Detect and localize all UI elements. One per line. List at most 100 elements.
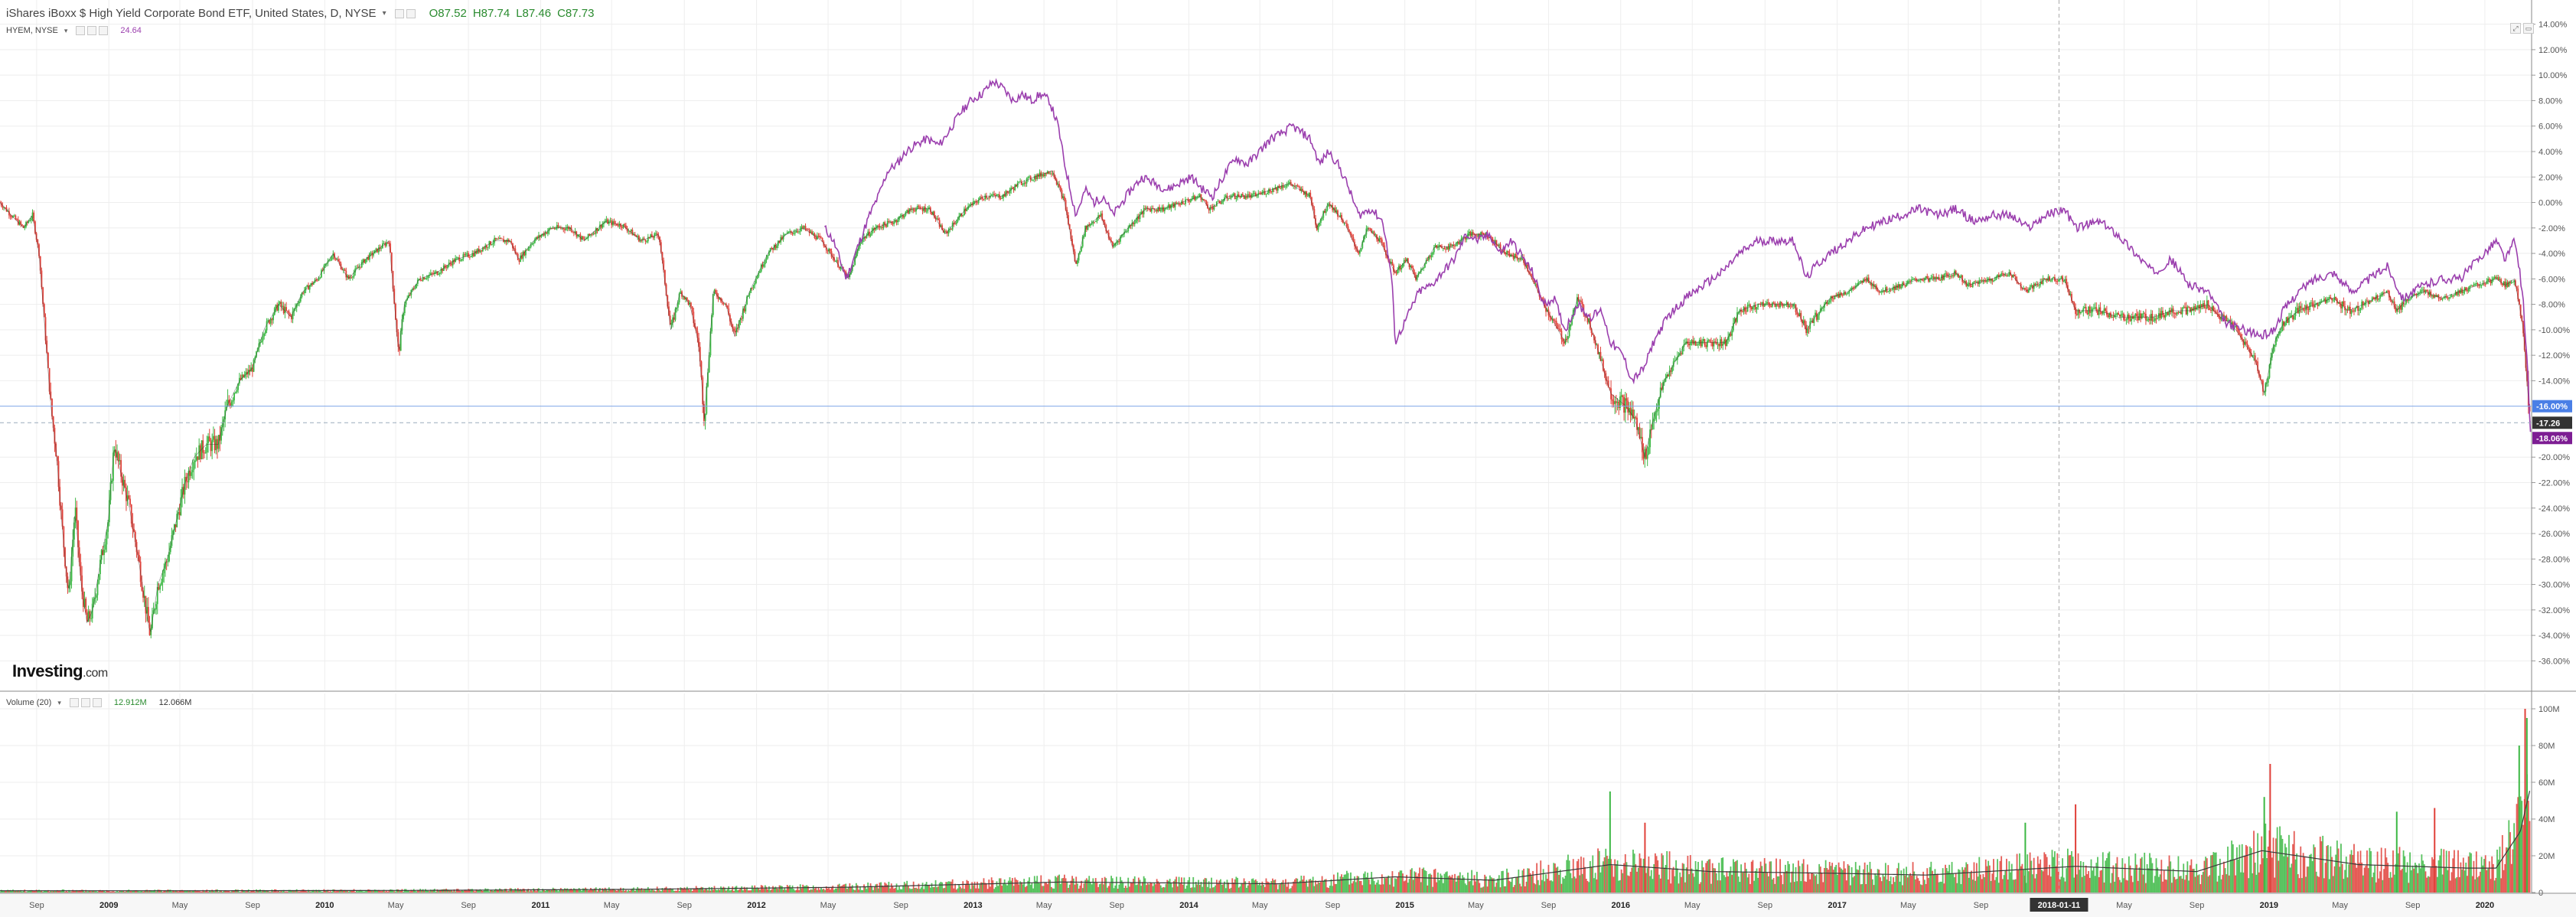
candle-body xyxy=(465,253,467,256)
volume-bar xyxy=(1652,879,1654,893)
volume-bar xyxy=(2141,857,2143,893)
volume-bar xyxy=(823,889,825,893)
candle-body xyxy=(915,208,917,212)
candle-body xyxy=(1516,256,1518,260)
candle-body xyxy=(405,300,407,305)
volume-bar xyxy=(1387,875,1390,893)
volume-bar xyxy=(1291,886,1293,893)
volume-bar xyxy=(91,890,93,893)
volume-bar xyxy=(1954,877,1955,893)
candle-body xyxy=(245,371,247,375)
candle-body xyxy=(1494,240,1496,244)
volume-bar xyxy=(1515,876,1517,893)
volume-bar xyxy=(1701,860,1703,893)
volume-bar xyxy=(1968,877,1970,893)
volume-bar xyxy=(1880,877,1881,893)
volume-bar xyxy=(318,889,320,893)
candle-body xyxy=(43,304,45,318)
volume-bar xyxy=(667,888,669,893)
volume-bar xyxy=(2401,868,2403,893)
candle-body xyxy=(1854,288,1855,289)
volume-bar xyxy=(1683,863,1685,893)
volume-bar xyxy=(321,891,322,893)
candle-body xyxy=(20,221,22,225)
candle-body xyxy=(1665,377,1667,382)
candle-body xyxy=(655,233,657,234)
volume-bar xyxy=(1657,860,1659,893)
volume-bar xyxy=(1991,873,1994,893)
volume-bar xyxy=(1854,876,1855,893)
candle-body xyxy=(1296,185,1299,187)
candle-body xyxy=(1052,173,1054,175)
volume-bar xyxy=(1831,863,1834,893)
volume-bar xyxy=(2242,872,2245,893)
volume-bar xyxy=(1756,868,1758,893)
volume-bar xyxy=(2473,860,2475,893)
candle-body xyxy=(1678,355,1680,357)
volume-bar xyxy=(1384,878,1387,893)
volume-bar xyxy=(530,889,532,893)
volume-bar xyxy=(1796,881,1798,893)
candle-body xyxy=(1845,293,1847,295)
volume-bar xyxy=(1098,884,1101,893)
volume-bar xyxy=(1251,879,1253,893)
volume-bar xyxy=(1502,870,1504,893)
volume-bar xyxy=(1728,871,1730,893)
candle-body xyxy=(1230,196,1232,199)
volume-bar xyxy=(2467,876,2468,893)
candle-body xyxy=(777,240,779,246)
volume-bar xyxy=(898,886,900,893)
candle-body xyxy=(1567,336,1569,340)
candle-body xyxy=(154,609,156,611)
volume-bar xyxy=(992,880,994,893)
volume-bar xyxy=(1032,888,1034,893)
candle-body xyxy=(77,521,79,548)
candle-body xyxy=(520,255,522,263)
volume-bar xyxy=(1904,875,1906,893)
volume-bar xyxy=(100,890,103,893)
volume-bar xyxy=(2391,877,2393,893)
volume-bar xyxy=(2346,877,2349,893)
volume-bar xyxy=(533,888,535,893)
volume-bar xyxy=(1839,867,1841,893)
candle-body xyxy=(474,251,476,256)
candle-body xyxy=(494,237,497,240)
volume-bar xyxy=(1557,866,1559,893)
volume-bar xyxy=(197,890,199,893)
volume-bar xyxy=(1663,867,1665,893)
candle-body xyxy=(1499,244,1502,251)
candle-body xyxy=(562,227,565,230)
volume-bar xyxy=(1162,886,1165,893)
candle-body xyxy=(341,269,344,270)
volume-bar xyxy=(2493,863,2494,893)
volume-bar xyxy=(217,892,220,893)
volume-bar xyxy=(2224,868,2226,893)
candle-body xyxy=(298,301,300,304)
volume-bar xyxy=(1988,865,1991,893)
candle-body xyxy=(51,398,53,417)
volume-bar xyxy=(1064,874,1065,893)
candle-body xyxy=(461,259,463,261)
volume-bar xyxy=(980,882,982,893)
candle-body xyxy=(367,256,370,260)
candle-body xyxy=(1834,295,1836,299)
candle-body xyxy=(906,210,908,212)
volume-bar xyxy=(471,889,474,893)
volume-bar xyxy=(2529,821,2531,893)
volume-bar xyxy=(2205,857,2207,893)
volume-bar xyxy=(880,882,882,893)
candle-body xyxy=(275,305,277,308)
volume-bar xyxy=(814,888,816,893)
candle-body xyxy=(1536,283,1538,288)
volume-bar xyxy=(42,891,44,893)
volume-bar xyxy=(263,889,266,893)
volume-bar xyxy=(122,890,125,893)
candle-body xyxy=(724,303,726,305)
volume-bar xyxy=(1598,850,1600,893)
volume-bar xyxy=(985,883,987,893)
volume-bar xyxy=(755,887,757,893)
volume-bar xyxy=(893,888,895,893)
volume-bar xyxy=(879,883,881,893)
candle-body xyxy=(1182,201,1184,204)
